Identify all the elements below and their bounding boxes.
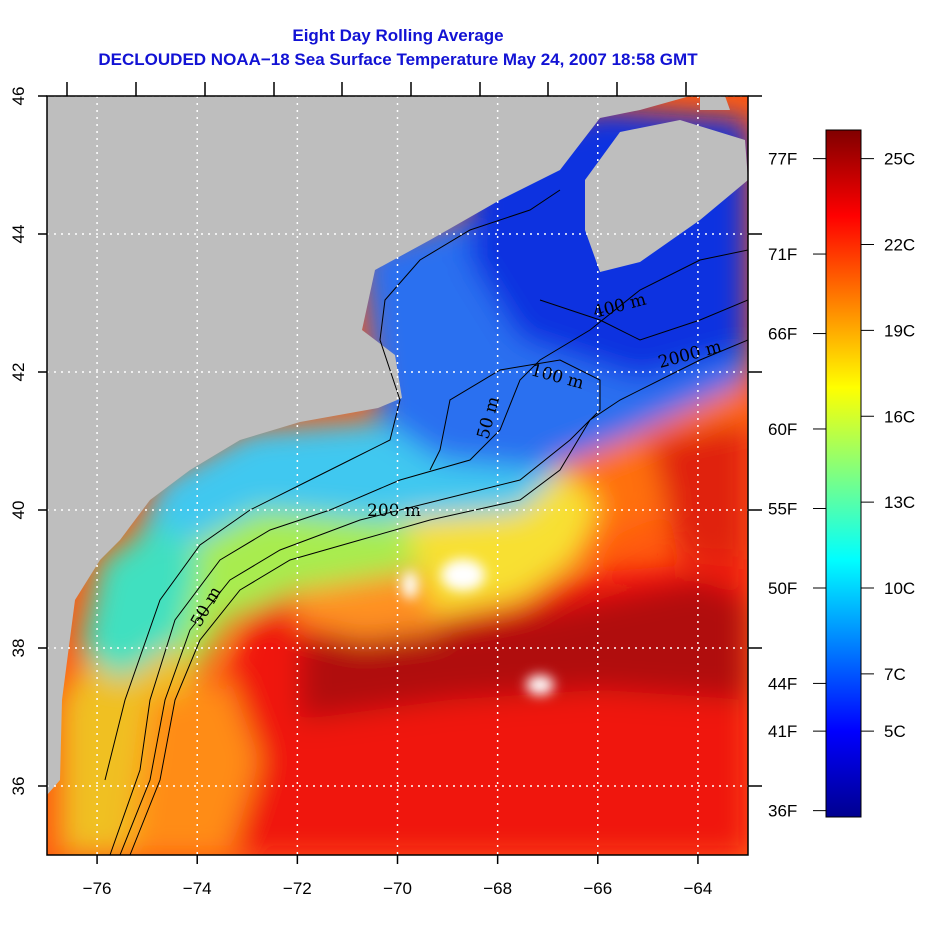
land-nova-scotia [585,120,748,272]
colorbar: 25C 22C 19C 16C 13C 10C 7C 5C 77F 71F 66F 60F 55F 50F… [768,129,915,821]
sst-coastal-orange [130,680,260,855]
x-tick-label: −76 [83,879,112,898]
colorbar-label-celsius: 22C [884,236,915,255]
missing-data-patches [402,559,554,695]
contour-400m [539,299,748,341]
chart-subtitle: DECLOUDED NOAA−18 Sea Surface Temperatur… [98,50,698,69]
colorbar-label-fahrenheit: 55F [768,499,797,518]
colorbar-label-fahrenheit: 36F [768,802,797,821]
axes: −76 −74 −72 −70 −68 −66 −64 36 38 40 42 44 46 [9,82,762,898]
colorbar-label-fahrenheit: 44F [768,674,797,693]
contour-label-200m: 200 m [367,501,421,521]
y-tick-label: 36 [9,777,28,796]
colorbar-label-celsius: 10C [884,579,915,598]
bathymetry-contours [104,189,748,855]
colorbar-gradient [825,129,862,818]
x-tick-label: −64 [684,879,713,898]
gridlines [47,96,748,855]
colorbar-label-fahrenheit: 77F [768,150,797,169]
y-tick-label: 38 [9,639,28,658]
x-tick-label: −66 [583,879,612,898]
land-mainland [47,96,690,795]
colorbar-label-celsius: 16C [884,407,915,426]
colorbar-label-celsius: 25C [884,150,915,169]
colorbar-label-celsius: 13C [884,493,915,512]
x-tick-label: −70 [383,879,412,898]
y-tick-label: 46 [9,87,28,106]
y-tick-label: 42 [9,363,28,382]
contour-100m [109,249,748,855]
land-top-right [700,96,730,110]
y-tick-label: 44 [9,225,28,244]
contour-labels: 400 m 2000 m 100 m 50 m 200 m 50 m [187,290,724,631]
x-tick-label: −72 [283,879,312,898]
sst-cyan-coastal [80,520,200,680]
map-plot-area: 400 m 2000 m 100 m 50 m 200 m 50 m [47,96,748,855]
contour-50m [104,189,561,781]
colorbar-label-fahrenheit: 60F [768,420,797,439]
sst-darkred-band [300,580,748,720]
colorbar-label-celsius: 19C [884,321,915,340]
sst-red-north [650,420,748,560]
colorbar-label-celsius: 5C [884,722,906,741]
x-tick-label: −68 [483,879,512,898]
colorbar-label-fahrenheit: 71F [768,245,797,264]
colorbar-label-celsius: 7C [884,665,906,684]
x-tick-label: −74 [183,879,212,898]
chart-title: Eight Day Rolling Average [292,26,504,45]
colorbar-label-fahrenheit: 50F [768,579,797,598]
y-tick-label: 40 [9,501,28,520]
colorbar-label-fahrenheit: 41F [768,722,797,741]
contour-200m [119,359,601,855]
sst-green-region [150,500,420,700]
contour-2000m [129,339,748,855]
colorbar-label-fahrenheit: 66F [768,325,797,344]
